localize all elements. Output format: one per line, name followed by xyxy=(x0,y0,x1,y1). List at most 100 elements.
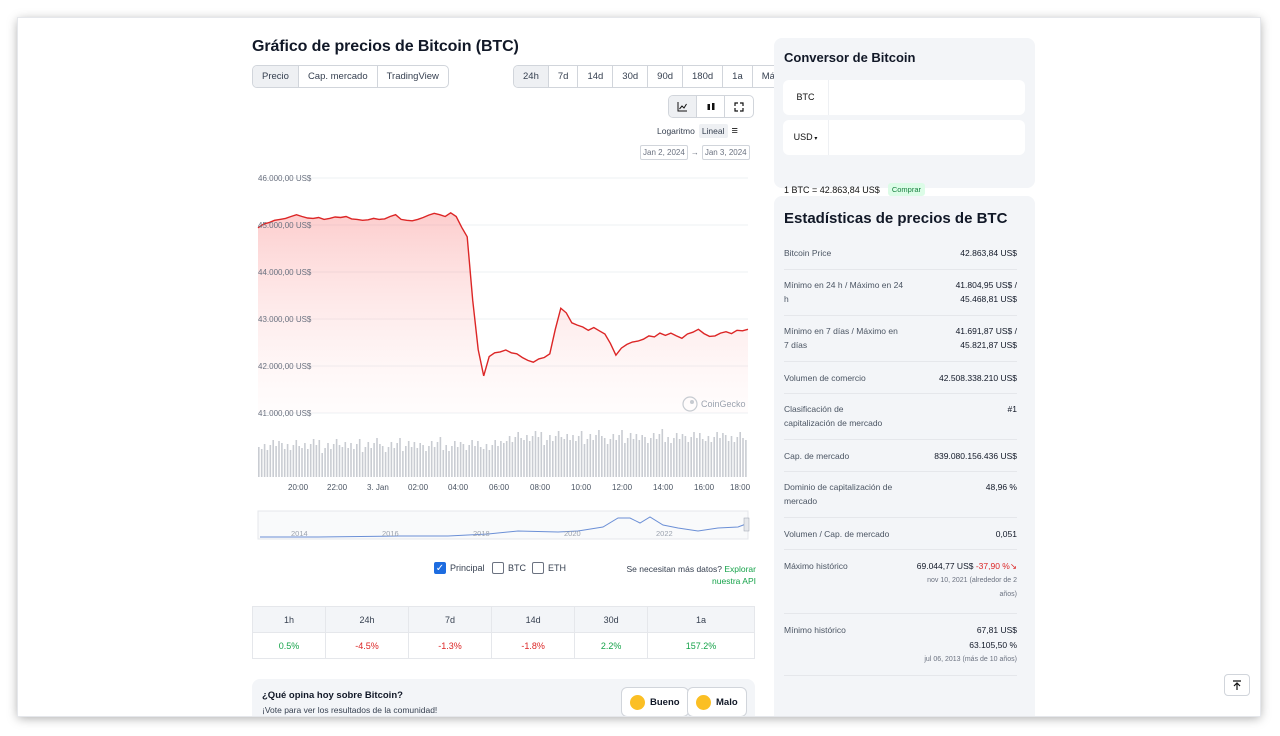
volume-bar xyxy=(511,442,514,477)
volume-bar xyxy=(557,431,560,477)
volume-bar xyxy=(687,442,690,477)
volume-bar xyxy=(312,439,315,477)
volume-bar xyxy=(523,440,525,477)
volume-bar xyxy=(448,451,450,477)
date-from[interactable]: Jan 2, 2024 xyxy=(640,145,688,160)
volume-bar xyxy=(650,438,652,477)
checkbox-icon[interactable] xyxy=(532,562,544,574)
volume-bar xyxy=(258,447,260,477)
volume-bar xyxy=(338,445,341,477)
buy-button[interactable]: Comprar xyxy=(887,183,925,196)
tab-market-cap[interactable]: Cap. mercado xyxy=(299,66,378,87)
stats-title: Estadísticas de precios de BTC xyxy=(784,210,1008,227)
checkbox-checked-icon[interactable]: ✓ xyxy=(434,562,446,574)
volume-bar xyxy=(353,449,355,477)
vote-good-button[interactable]: Bueno xyxy=(621,687,689,716)
api-note: Se necesitan más datos? Explorar nuestra… xyxy=(596,563,756,587)
volume-bar xyxy=(344,442,347,477)
fullscreen-icon[interactable] xyxy=(725,96,753,117)
vote-bad-label: Malo xyxy=(716,696,738,708)
range-30d[interactable]: 30d xyxy=(613,66,649,87)
vote-bad-button[interactable]: Malo xyxy=(687,687,747,716)
volume-bar xyxy=(356,444,358,477)
to-currency-select[interactable]: USD ▾ xyxy=(783,120,829,155)
range-7d[interactable]: 7d xyxy=(549,66,579,87)
range-1y[interactable]: 1a xyxy=(723,66,753,87)
stat-row: Cap. de mercado 839.080.156.436 US$ xyxy=(784,440,1017,472)
volume-bar xyxy=(670,443,672,477)
volume-bar xyxy=(292,445,295,477)
volume-bar xyxy=(699,433,701,477)
poll-subtitle: ¡Vote para ver los resultados de la comu… xyxy=(262,705,438,715)
volume-bar xyxy=(439,437,442,477)
stat-row: Volumen de comercio 42.508.338.210 US$ xyxy=(784,362,1017,394)
volume-bar xyxy=(286,444,289,477)
tab-tradingview[interactable]: TradingView xyxy=(386,71,439,82)
stat-label: Volumen / Cap. de mercado xyxy=(784,529,890,539)
compare-btc[interactable]: BTC xyxy=(492,562,526,574)
volume-bar xyxy=(474,446,476,477)
usd-amount-field[interactable]: USD ▾ xyxy=(783,120,1025,155)
perf-header: 24h xyxy=(324,606,410,633)
compare-principal[interactable]: ✓ Principal xyxy=(434,562,485,574)
volume-bar xyxy=(629,433,632,477)
stat-label: Dominio de capitalización de mercado xyxy=(784,482,893,506)
stat-value-group: 69.044,77 US$ -37,90 %↘ xyxy=(917,559,1017,573)
volume-bar xyxy=(621,430,623,477)
range-180d[interactable]: 180d xyxy=(683,66,724,87)
happy-face-icon xyxy=(630,694,645,710)
volume-bar xyxy=(716,432,718,477)
volume-bar xyxy=(696,438,698,477)
performance-table: 1h 24h 7d 14d 30d 1a 0.5% -4.5% -1.3% -1… xyxy=(252,606,755,659)
volume-bar xyxy=(304,443,306,477)
volume-bar xyxy=(370,448,372,477)
volume-bar xyxy=(402,451,404,477)
stat-label: Mínimo histórico xyxy=(784,625,846,635)
volume-bar xyxy=(433,447,436,477)
volume-bar xyxy=(583,444,586,477)
perf-header: 14d xyxy=(491,606,576,633)
volume-bar xyxy=(612,434,615,477)
volume-bar xyxy=(295,440,298,477)
range-90d[interactable]: 90d xyxy=(648,66,684,87)
volume-bar xyxy=(390,442,393,477)
tab-price[interactable]: Precio xyxy=(253,66,299,87)
checkbox-icon[interactable] xyxy=(492,562,504,574)
scale-linear[interactable]: Lineal xyxy=(698,124,728,138)
volume-bar xyxy=(644,437,646,477)
volume-bar xyxy=(330,449,332,477)
stat-date: jul 06, 2013 (más de 10 años) xyxy=(924,656,1017,663)
date-to[interactable]: Jan 3, 2024 xyxy=(701,145,750,160)
volume-bar xyxy=(727,441,730,477)
price-chart[interactable]: CoinGecko xyxy=(18,18,1260,558)
volume-bar xyxy=(477,441,479,477)
range-14d[interactable]: 14d xyxy=(578,66,614,87)
navigator-chart[interactable] xyxy=(257,510,750,540)
btc-amount-field[interactable]: BTC xyxy=(783,80,1025,115)
scroll-to-top-button[interactable] xyxy=(1224,674,1250,696)
volume-bar xyxy=(526,435,528,477)
volume-bar xyxy=(598,430,600,477)
stat-value: 69.044,77 US$ xyxy=(916,561,974,571)
from-currency: BTC xyxy=(783,80,829,115)
volume-bar xyxy=(275,446,277,477)
volume-bar xyxy=(289,450,292,477)
line-chart-icon[interactable] xyxy=(669,96,697,117)
perf-header: 7d xyxy=(407,606,493,633)
range-max[interactable]: Máx xyxy=(761,71,780,82)
volume-bar xyxy=(534,431,537,477)
api-link[interactable]: Explorar nuestra API xyxy=(712,564,756,586)
volume-bar xyxy=(301,448,303,477)
menu-icon[interactable]: ≡ xyxy=(731,125,738,137)
x-tick-label: 06:00 xyxy=(489,483,510,492)
volume-bar xyxy=(451,446,453,477)
range-24h[interactable]: 24h xyxy=(514,66,549,87)
stat-value: 48,96 % xyxy=(985,482,1017,492)
volume-bar xyxy=(485,444,488,477)
compare-eth[interactable]: ETH xyxy=(532,562,566,574)
candlestick-icon[interactable] xyxy=(697,96,725,117)
volume-bar xyxy=(505,441,508,477)
scale-log[interactable]: Logaritmo xyxy=(657,126,695,136)
volume-bar xyxy=(468,445,470,477)
volume-bar xyxy=(719,438,721,477)
